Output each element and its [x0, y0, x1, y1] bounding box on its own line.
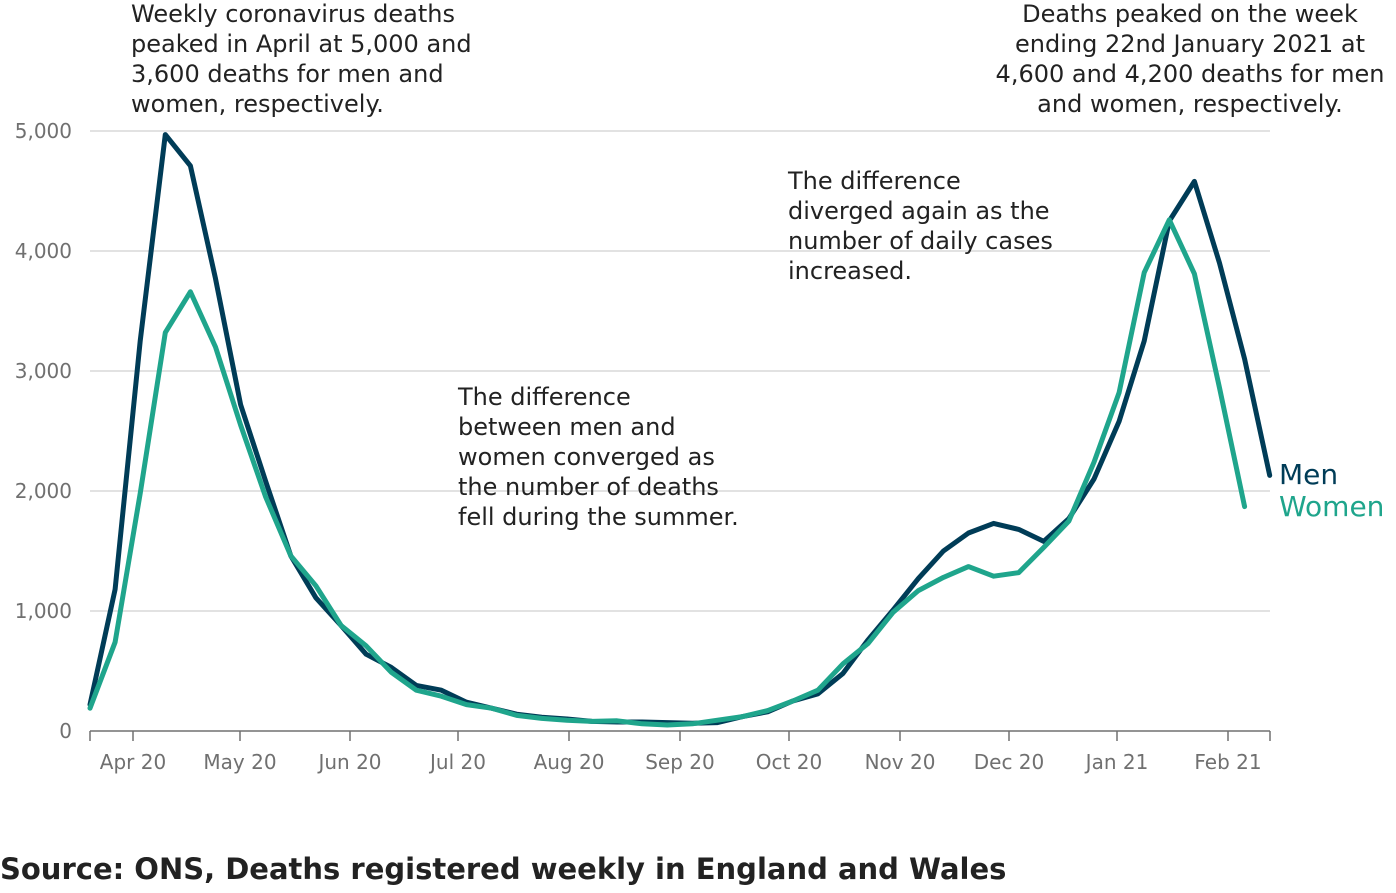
y-axis-tick-labels: 0 1,000 2,000 3,000 4,000 5,000: [15, 119, 72, 743]
x-tick-label: Feb 21: [1194, 750, 1261, 774]
gridlines: [90, 130, 1270, 612]
x-tick-label: Apr 20: [100, 750, 166, 774]
annotation-line: 3,600 deaths for men and: [131, 60, 444, 88]
x-tick-label: Nov 20: [865, 750, 936, 774]
annotation-line: between men and: [458, 413, 676, 441]
annotation-line: The difference: [457, 383, 631, 411]
annotation-line: increased.: [788, 257, 912, 285]
y-tick-label: 5,000: [15, 119, 72, 143]
y-tick-label: 2,000: [15, 479, 72, 503]
y-tick-label: 1,000: [15, 599, 72, 623]
series-lines: [87, 132, 1273, 728]
x-tick-label: Jan 21: [1084, 750, 1149, 774]
annotation-line: peaked in April at 5,000 and: [131, 30, 472, 58]
annotation-line: ending 22nd January 2021 at: [1015, 30, 1365, 58]
annotation-line: number of daily cases: [788, 227, 1053, 255]
series-line-men: [87, 132, 1273, 726]
annotation-line: diverged again as the: [788, 197, 1050, 225]
series-label-women: Women: [1279, 490, 1384, 523]
source-note: Source: ONS, Deaths registered weekly in…: [0, 852, 1007, 886]
annotation-line: women, respectively.: [131, 90, 384, 118]
x-tick-label: Dec 20: [974, 750, 1045, 774]
x-tick-label: Aug 20: [534, 750, 605, 774]
annotation-line: the number of deaths: [458, 473, 719, 501]
y-tick-label: 4,000: [15, 239, 72, 263]
x-axis: Apr 20 May 20 Jun 20 Jul 20 Aug 20 Sep 20 Oct …: [89, 730, 1271, 774]
x-tick-label: Sep 20: [645, 750, 715, 774]
annotation-line: Deaths peaked on the week: [1022, 0, 1358, 28]
annotation-line: and women, respectively.: [1037, 90, 1343, 118]
series-line-women: [87, 217, 1248, 728]
y-tick-label: 0: [59, 719, 72, 743]
series-label-men: Men: [1279, 458, 1338, 491]
annotation-line: Weekly coronavirus deaths: [131, 0, 455, 28]
x-tick-label: Oct 20: [756, 750, 822, 774]
annotation-line: 4,600 and 4,200 deaths for men: [996, 60, 1385, 88]
x-tick-label: Jun 20: [316, 750, 381, 774]
annotation-line: The difference: [787, 167, 961, 195]
x-tick-label: Jul 20: [428, 750, 486, 774]
y-tick-label: 3,000: [15, 359, 72, 383]
annotation-line: women converged as: [458, 443, 715, 471]
x-tick-label: May 20: [203, 750, 276, 774]
annotation-line: fell during the summer.: [458, 503, 739, 531]
